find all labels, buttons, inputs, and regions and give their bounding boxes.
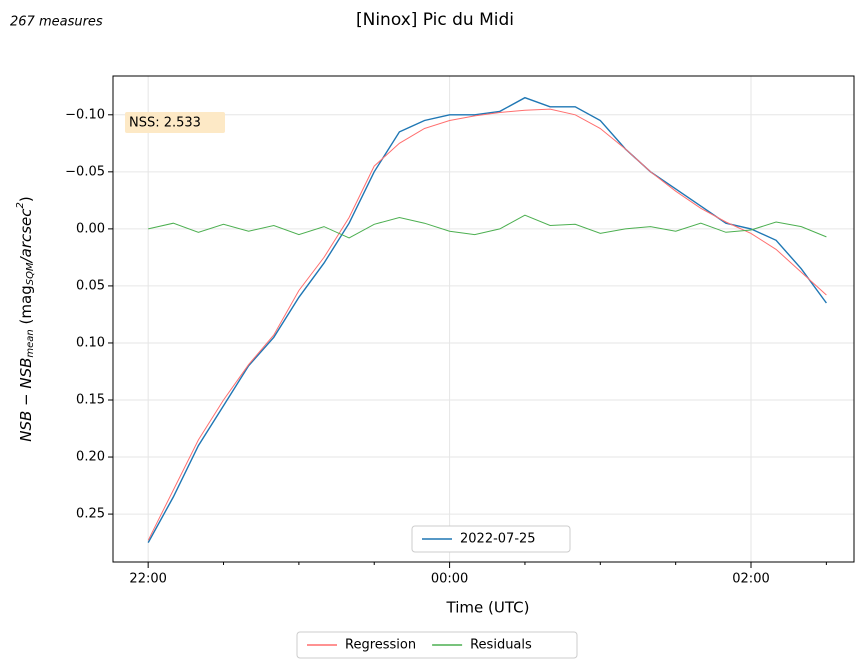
y-tick-label: 0.00 bbox=[76, 221, 105, 236]
y-axis-label-part: 2 bbox=[15, 202, 26, 208]
series-line bbox=[147, 108, 827, 541]
legend-label: Residuals bbox=[470, 638, 532, 653]
y-axis-label-part: ) bbox=[17, 196, 35, 202]
series-line bbox=[147, 96, 827, 543]
y-axis-label-part: mean bbox=[25, 329, 36, 357]
chart-subtitle: 267 measures bbox=[10, 15, 103, 30]
x-tick-label: 02:00 bbox=[732, 572, 769, 587]
legend-label: 2022-07-25 bbox=[460, 532, 536, 547]
x-tick-label: 00:00 bbox=[431, 572, 468, 587]
x-axis-label: Time (UTC) bbox=[446, 599, 530, 617]
y-tick-label: 0.10 bbox=[76, 335, 105, 350]
y-axis-label-part: /arcsec bbox=[17, 208, 35, 265]
x-tick-label: 22:00 bbox=[129, 572, 166, 587]
y-axis-label: NSB − NSBmean (magSQM/arcsec2) bbox=[15, 196, 36, 442]
y-axis-label-part: NSB − NSB bbox=[17, 358, 35, 442]
y-tick-label: −0.05 bbox=[65, 164, 105, 179]
y-tick-label: −0.10 bbox=[65, 107, 105, 122]
y-tick-label: 0.20 bbox=[76, 450, 105, 465]
legend-label: Regression bbox=[345, 638, 416, 653]
y-tick-label: 0.25 bbox=[76, 507, 105, 522]
y-tick-label: 0.05 bbox=[76, 278, 105, 293]
series-line bbox=[148, 214, 827, 239]
annotation: NSS: 2.533 bbox=[129, 116, 201, 131]
y-tick-label: 0.15 bbox=[76, 393, 105, 408]
y-axis-label-part: SQM bbox=[25, 262, 36, 285]
y-axis-label-part: (mag bbox=[17, 285, 35, 329]
chart-title: [Ninox] Pic du Midi bbox=[356, 10, 514, 30]
plot-frame bbox=[112, 75, 855, 563]
legend-box bbox=[411, 525, 571, 553]
annotation-box bbox=[125, 112, 225, 133]
